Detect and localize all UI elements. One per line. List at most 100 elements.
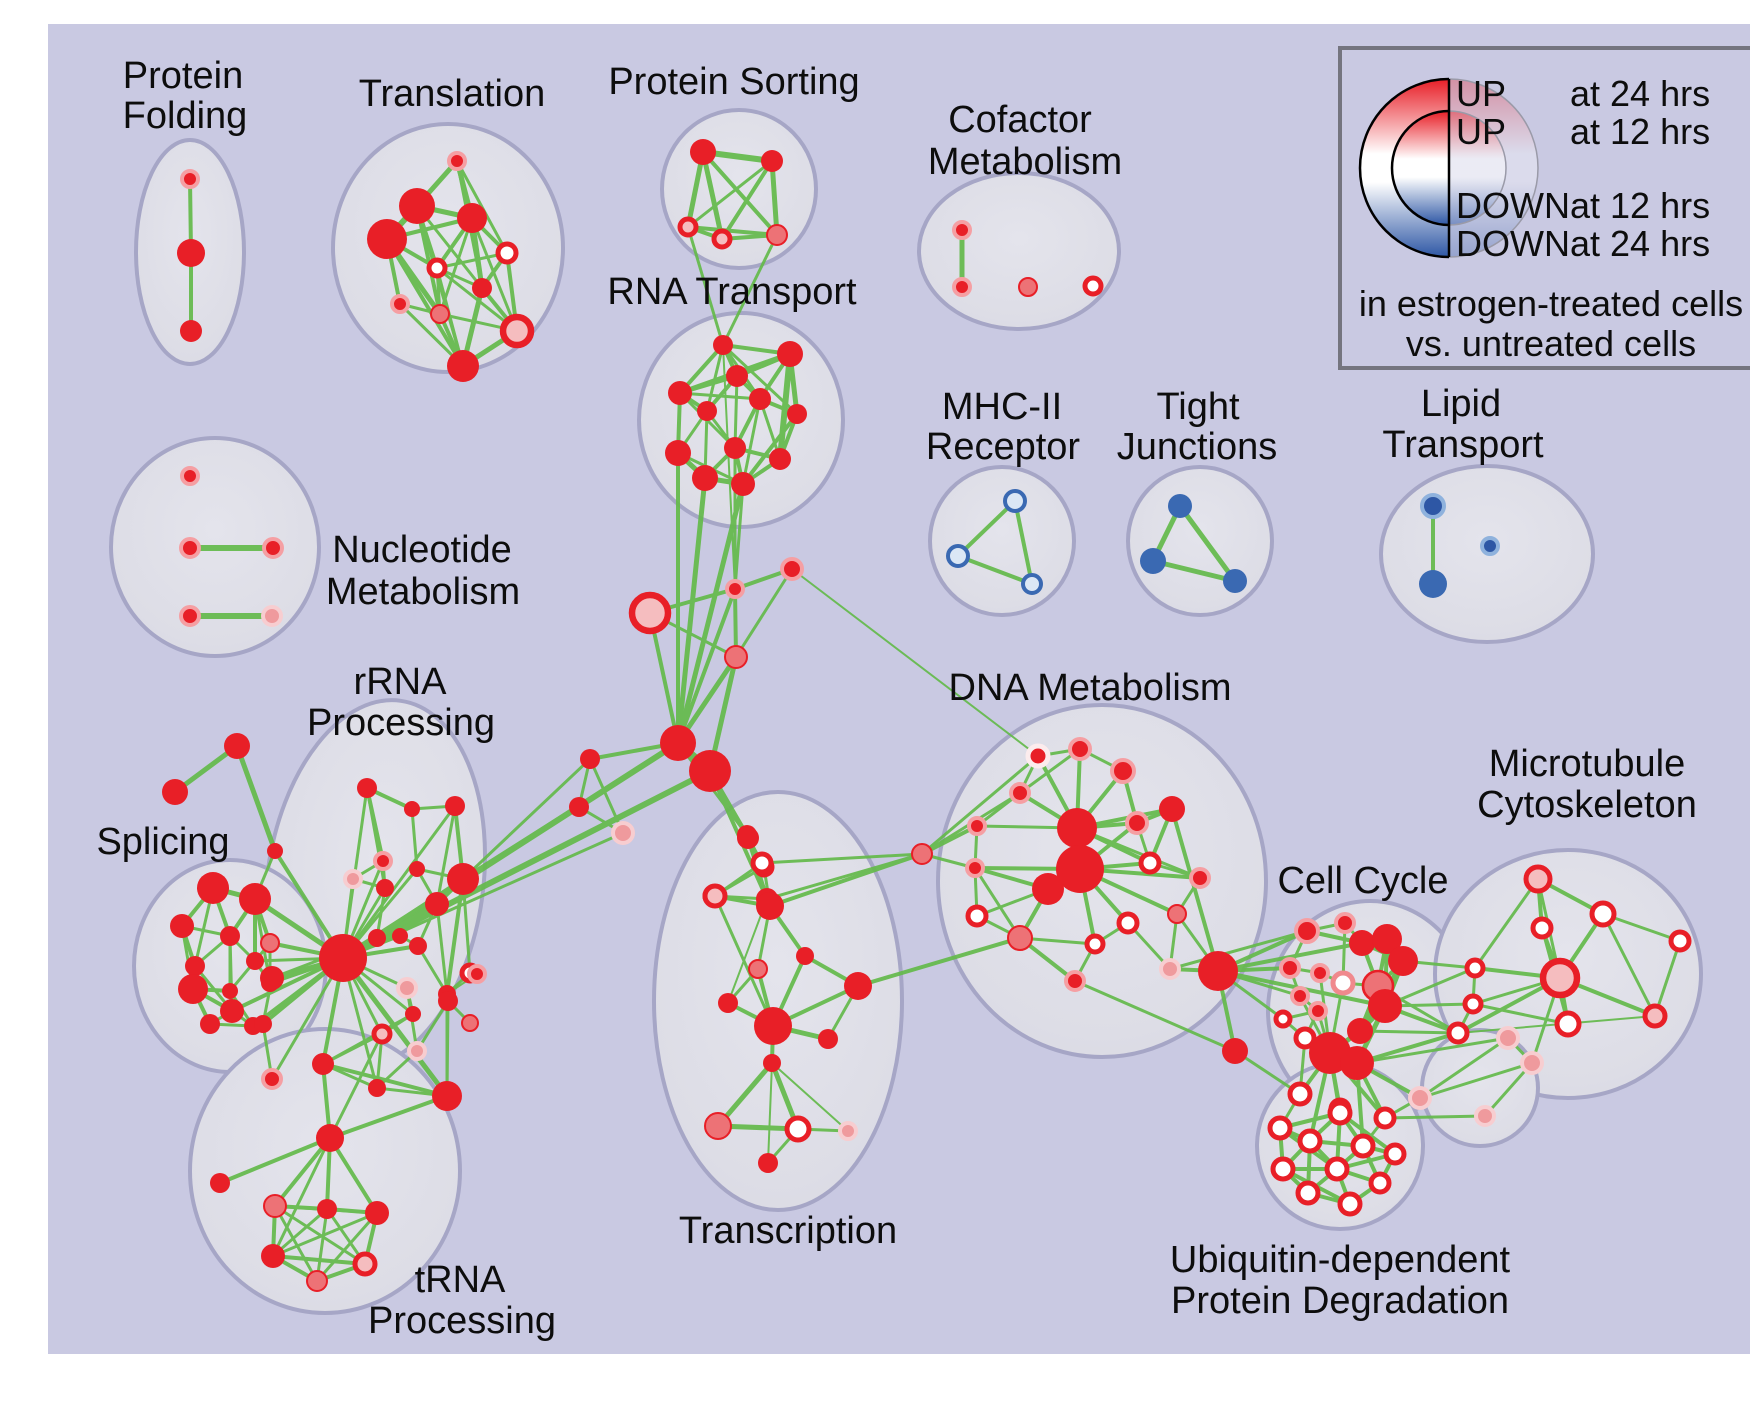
graph-edge	[1418, 1036, 1510, 1100]
graph-edge	[973, 866, 1022, 940]
graph-edge	[1601, 912, 1657, 1018]
graph-node	[965, 904, 989, 928]
graph-edge	[315, 1207, 329, 1283]
graph-node	[1340, 1046, 1374, 1080]
cluster-label: Junctions	[1117, 426, 1278, 468]
graph-node	[1056, 845, 1104, 893]
graph-node	[777, 341, 803, 367]
graph-node	[1295, 1180, 1321, 1206]
graph-node	[758, 1153, 778, 1173]
graph-node	[262, 537, 284, 559]
graph-edge	[273, 1204, 319, 1283]
graph-node	[1474, 1105, 1496, 1127]
graph-edge	[722, 344, 736, 590]
graph-edge	[741, 397, 762, 486]
graph-node	[611, 821, 635, 845]
graph-edge	[435, 902, 449, 996]
graph-node	[1297, 1128, 1323, 1154]
graph-node	[499, 313, 535, 349]
cluster-label: Nucleotide	[332, 529, 512, 571]
graph-node	[1642, 1003, 1668, 1029]
cluster-label: MHC-II	[942, 386, 1062, 428]
graph-node	[312, 1053, 334, 1075]
graph-node	[660, 725, 696, 761]
graph-node	[1021, 573, 1043, 595]
graph-edge	[435, 251, 509, 270]
graph-node	[254, 1015, 272, 1033]
graph-node	[1334, 912, 1356, 934]
graph-edge	[470, 216, 519, 333]
graph-node	[426, 257, 448, 279]
graph-edge	[777, 351, 793, 462]
graph-edge	[700, 149, 725, 242]
graph-edge	[1355, 1036, 1510, 1065]
graph-edge	[686, 225, 725, 347]
graph-edge	[1418, 1061, 1534, 1100]
graph-edge	[1355, 1031, 1460, 1065]
graph-node	[447, 151, 467, 171]
graph-node	[180, 466, 200, 486]
graph-node	[1003, 489, 1027, 513]
graph-node	[1480, 536, 1500, 556]
graph-node	[1308, 1001, 1328, 1021]
graph-edge	[768, 852, 924, 908]
legend-row-label: UP	[1456, 111, 1506, 152]
legend-caption: in estrogen-treated cells	[1359, 283, 1743, 324]
graph-edge	[741, 412, 799, 486]
graph-edge	[1471, 1002, 1570, 1026]
graph-node	[1125, 811, 1149, 835]
graph-edge	[1075, 826, 1202, 880]
graph-edge	[271, 1136, 332, 1258]
cluster-label: Processing	[307, 702, 495, 744]
graph-node	[569, 797, 589, 817]
cluster-label: Processing	[368, 1300, 556, 1342]
graph-node	[1294, 918, 1320, 944]
graph-node	[784, 1115, 812, 1143]
graph-node	[1368, 1171, 1392, 1195]
graph-node	[392, 928, 408, 944]
graph-node	[713, 335, 733, 355]
graph-node	[368, 929, 386, 947]
graph-node	[1462, 993, 1484, 1015]
graph-edge	[1013, 499, 1034, 586]
graph-edge	[713, 894, 775, 1028]
graph-node	[185, 956, 205, 976]
graph-node	[390, 294, 410, 314]
graph-node	[461, 1014, 479, 1032]
graph-node	[1057, 808, 1097, 848]
graph-node	[367, 219, 407, 259]
graph-node	[677, 216, 699, 238]
graph-node	[445, 796, 465, 816]
graph-edge	[328, 1032, 384, 1140]
graph-node	[224, 733, 250, 759]
figure-canvas: Protein Folding Translation Protein Sorting…	[40, 16, 1750, 1392]
graph-edge	[675, 481, 746, 746]
cluster-label: Splicing	[96, 821, 229, 863]
graph-node	[1273, 1009, 1293, 1029]
cluster-label: DNA Metabolism	[949, 667, 1232, 709]
graph-edge	[956, 554, 1034, 586]
graph-edge	[273, 1136, 332, 1208]
cluster-label: Protein	[123, 55, 243, 97]
graph-node	[438, 991, 458, 1011]
graph-node	[368, 1079, 386, 1097]
legend-inner-left-half	[1392, 111, 1449, 225]
cluster-label: Protein Sorting	[608, 61, 859, 103]
graph-node	[692, 465, 718, 491]
cluster-label: Metabolism	[928, 141, 1122, 183]
graph-node	[780, 557, 804, 581]
graph-node	[1018, 277, 1038, 297]
graph-edge	[1018, 747, 1082, 795]
graph-node	[180, 169, 200, 189]
graph-node	[1520, 1051, 1544, 1075]
cluster-translation	[331, 122, 565, 374]
graph-node	[1032, 873, 1064, 905]
graph-node	[1668, 929, 1692, 953]
legend-inner-left-arc	[1390, 109, 1450, 227]
graph-node	[731, 472, 755, 496]
cluster-tight-junctions	[1126, 465, 1274, 617]
graph-node	[718, 993, 738, 1013]
graph-node	[365, 1201, 389, 1225]
graph-node	[1068, 737, 1092, 761]
